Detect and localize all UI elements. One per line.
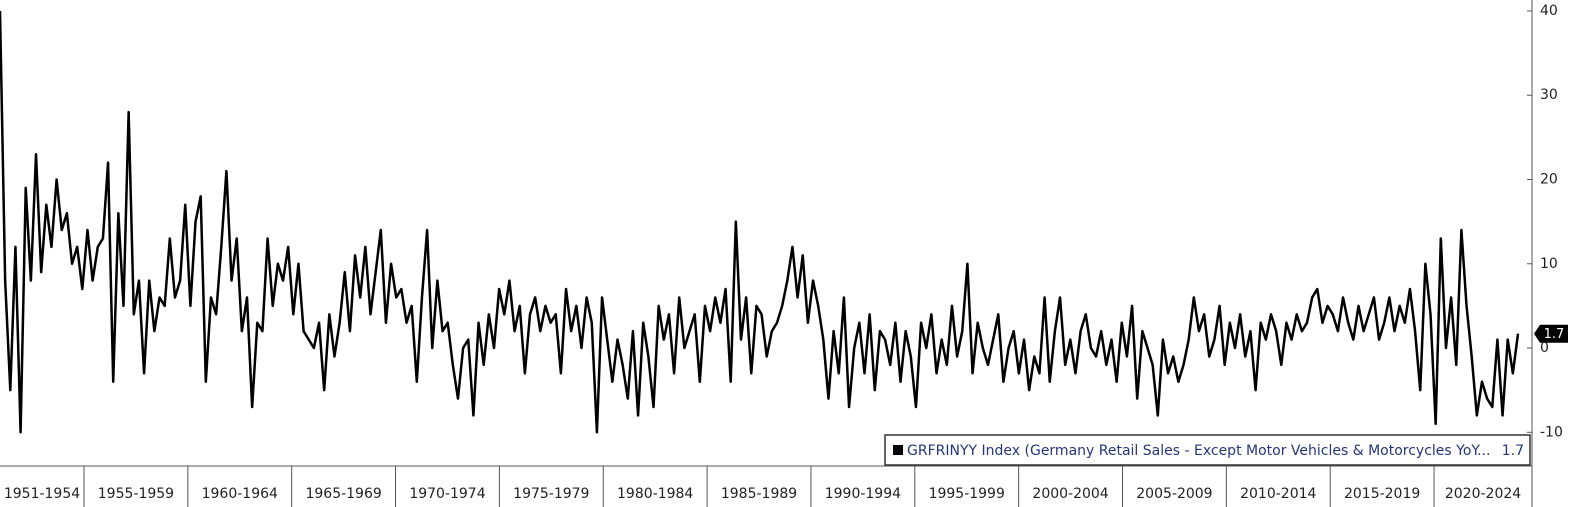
x-tick-label: 2005-2009 <box>1136 486 1212 502</box>
x-tick-label: 1970-1974 <box>409 486 485 502</box>
x-tick-label: 1990-1994 <box>825 486 901 502</box>
x-tick-label: 2015-2019 <box>1344 486 1420 502</box>
x-tick-label: 1960-1964 <box>202 486 278 502</box>
x-tick-label: 2000-2004 <box>1032 486 1108 502</box>
x-tick-label: 2010-2014 <box>1240 486 1316 502</box>
legend-label: GRFRINYY Index (Germany Retail Sales - E… <box>907 443 1491 459</box>
y-tick-label: 0 <box>1540 340 1549 356</box>
legend-box <box>884 434 1531 466</box>
x-tick-label: 1965-1969 <box>305 486 381 502</box>
last-value-label: 1.7 <box>1544 327 1565 342</box>
last-value-callout <box>1534 324 1568 343</box>
y-tick-label: 10 <box>1540 256 1558 272</box>
x-tick-label: 1980-1984 <box>617 486 693 502</box>
x-tick-label: 1955-1959 <box>98 486 174 502</box>
x-tick-label: 1975-1979 <box>513 486 589 502</box>
y-tick-label: -10 <box>1540 424 1563 440</box>
x-tick-label: 2020-2024 <box>1445 486 1521 502</box>
y-tick-label: 40 <box>1540 3 1558 19</box>
legend-value: 1.7 <box>1502 443 1524 459</box>
legend-swatch <box>893 445 903 455</box>
y-tick-label: 30 <box>1540 87 1558 103</box>
y-tick-label: 20 <box>1540 171 1558 187</box>
x-tick-label: 1985-1989 <box>721 486 797 502</box>
x-tick-label: 1951-1954 <box>4 486 80 502</box>
x-tick-label: 1995-1999 <box>929 486 1005 502</box>
data-line <box>0 10 1520 434</box>
